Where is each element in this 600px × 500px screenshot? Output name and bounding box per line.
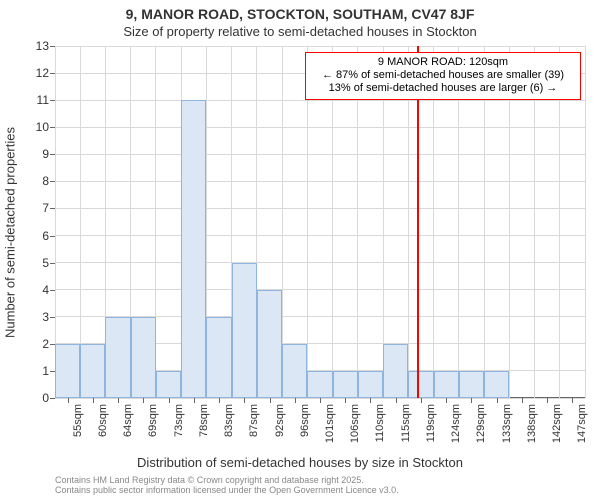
x-axis-label: Distribution of semi-detached houses by …	[0, 455, 600, 470]
histogram-bar	[206, 317, 231, 398]
xtick-label: 101sqm	[324, 404, 336, 443]
histogram-bar	[105, 317, 130, 398]
xtick-label: 138sqm	[526, 404, 538, 443]
histogram-bar	[459, 371, 484, 398]
xtick-mark	[345, 398, 346, 403]
grid-line-h	[55, 262, 585, 263]
ytick-label: 3	[42, 310, 49, 324]
xtick-label: 96sqm	[299, 404, 311, 437]
xtick-mark	[118, 398, 119, 403]
histogram-bar	[55, 344, 80, 398]
xtick-label: 110sqm	[374, 404, 386, 442]
grid-line-h	[55, 46, 585, 47]
xtick-label: 133sqm	[501, 404, 513, 443]
xtick-label: 142sqm	[551, 404, 563, 443]
xtick-mark	[396, 398, 397, 403]
ytick-label: 6	[42, 229, 49, 243]
ytick-label: 4	[42, 283, 49, 297]
xtick-mark	[370, 398, 371, 403]
xtick-label: 87sqm	[248, 404, 260, 437]
ytick-label: 12	[36, 66, 49, 80]
xtick-label: 147sqm	[576, 404, 588, 443]
chart-title: 9, MANOR ROAD, STOCKTON, SOUTHAM, CV47 8…	[0, 6, 600, 22]
xtick-label: 92sqm	[274, 404, 286, 437]
ytick-label: 1	[42, 364, 49, 378]
histogram-bar	[80, 344, 105, 398]
xtick-mark	[320, 398, 321, 403]
histogram-bar	[434, 371, 459, 398]
xtick-label: 129sqm	[475, 404, 487, 443]
y-axis-label: Number of semi-detached properties	[3, 83, 18, 383]
histogram-bar	[358, 371, 383, 398]
xtick-mark	[93, 398, 94, 403]
xtick-label: 115sqm	[400, 404, 412, 442]
histogram-bar	[282, 344, 307, 398]
histogram-bar	[383, 344, 408, 398]
ytick-label: 10	[36, 120, 49, 134]
histogram-bar	[333, 371, 358, 398]
histogram-bar	[484, 371, 509, 398]
xtick-mark	[446, 398, 447, 403]
xtick-mark	[471, 398, 472, 403]
xtick-label: 60sqm	[97, 404, 109, 437]
ytick-label: 13	[36, 39, 49, 53]
xtick-label: 119sqm	[425, 404, 437, 442]
ytick-label: 2	[42, 337, 49, 351]
grid-line-h	[55, 154, 585, 155]
grid-line-h	[55, 208, 585, 209]
histogram-bar	[408, 371, 433, 398]
annotation-line-2: ← 87% of semi-detached houses are smalle…	[312, 69, 574, 82]
xtick-mark	[169, 398, 170, 403]
footnote: Contains HM Land Registry data © Crown c…	[55, 476, 399, 496]
xtick-mark	[295, 398, 296, 403]
chart-subtitle: Size of property relative to semi-detach…	[0, 24, 600, 39]
xtick-label: 55sqm	[72, 404, 84, 437]
xtick-mark	[194, 398, 195, 403]
ytick-label: 5	[42, 256, 49, 270]
xtick-label: 69sqm	[147, 404, 159, 437]
xtick-mark	[547, 398, 548, 403]
plot-area: 01234567891011121355sqm60sqm64sqm69sqm73…	[55, 46, 585, 398]
grid-line-h	[55, 289, 585, 290]
annotation-box: 9 MANOR ROAD: 120sqm ← 87% of semi-detac…	[305, 52, 581, 100]
ytick-mark	[50, 398, 55, 399]
xtick-mark	[244, 398, 245, 403]
grid-line-h	[55, 127, 585, 128]
ytick-label: 0	[42, 391, 49, 405]
histogram-bar	[257, 290, 282, 398]
histogram-bar	[181, 100, 206, 398]
grid-line-v	[585, 46, 586, 398]
ytick-label: 9	[42, 147, 49, 161]
xtick-mark	[522, 398, 523, 403]
xtick-mark	[572, 398, 573, 403]
grid-line-h	[55, 100, 585, 101]
xtick-label: 64sqm	[122, 404, 134, 437]
xtick-label: 78sqm	[198, 404, 210, 437]
histogram-bar	[307, 371, 332, 398]
grid-line-h	[55, 181, 585, 182]
xtick-label: 83sqm	[223, 404, 235, 437]
xtick-mark	[219, 398, 220, 403]
xtick-mark	[68, 398, 69, 403]
histogram-bar	[232, 263, 257, 398]
ytick-label: 11	[37, 93, 49, 107]
xtick-label: 106sqm	[349, 404, 361, 443]
ytick-label: 8	[42, 174, 49, 188]
annotation-line-3: 13% of semi-detached houses are larger (…	[312, 82, 574, 95]
xtick-label: 73sqm	[173, 404, 185, 437]
xtick-mark	[497, 398, 498, 403]
ytick-label: 7	[42, 201, 49, 215]
xtick-mark	[143, 398, 144, 403]
annotation-line-1: 9 MANOR ROAD: 120sqm	[312, 56, 574, 69]
xtick-mark	[421, 398, 422, 403]
histogram-bar	[156, 371, 181, 398]
xtick-label: 124sqm	[450, 404, 462, 443]
grid-line-h	[55, 235, 585, 236]
xtick-mark	[270, 398, 271, 403]
histogram-bar	[131, 317, 156, 398]
